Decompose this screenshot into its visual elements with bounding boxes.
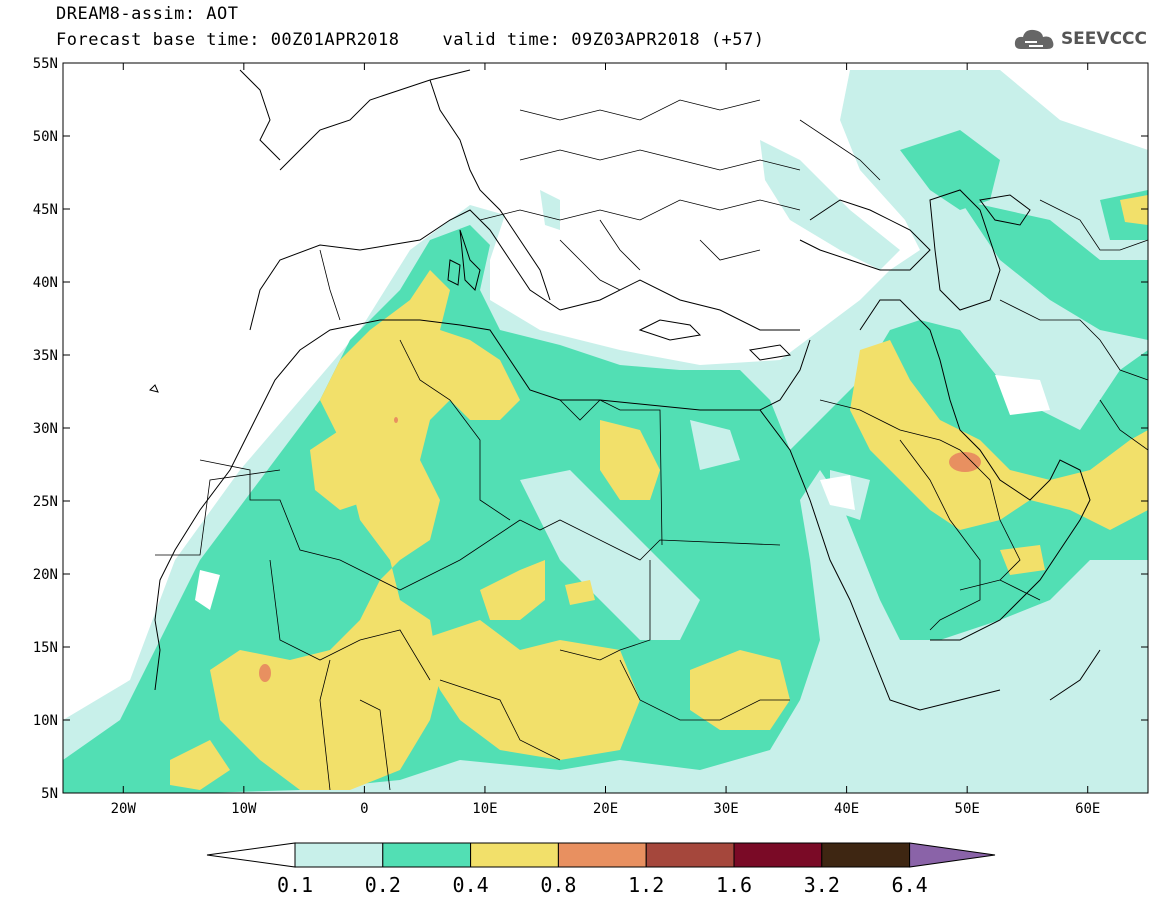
colorbar-segment (294, 842, 384, 868)
lon-tick-label: 30E (713, 801, 738, 817)
lat-tick-label: 55N (33, 56, 58, 72)
colorbar-label: 1.2 (628, 873, 664, 897)
colorbar-segment (645, 842, 735, 868)
coastlines (149, 69, 1101, 711)
longitude-axis: 20W 10W 0 10E 20E 30E 40E 50E 60E (111, 63, 1100, 817)
seevccc-logo: SEEVCCC (1013, 24, 1147, 54)
lon-tick-label: 50E (955, 801, 980, 817)
aot-clear (195, 375, 1050, 610)
lon-tick-label: 0 (360, 801, 368, 817)
forecast-time-line: Forecast base time: 00Z01APR2018 valid t… (56, 30, 765, 50)
lon-tick-label: 20W (111, 801, 137, 817)
colorbar-label: 3.2 (804, 873, 840, 897)
lat-tick-label: 25N (33, 494, 58, 510)
map-title: DREAM8-assim: AOT (56, 4, 239, 24)
colorbar-upper-extension (909, 842, 996, 868)
aot-field (63, 63, 1148, 793)
country-borders (155, 99, 1148, 791)
colorbar-lower-extension (206, 842, 296, 868)
colorbar-label: 0.2 (365, 873, 401, 897)
lat-tick-label: 5N (41, 786, 58, 802)
cloud-icon (1014, 29, 1054, 49)
colorbar-segment (557, 842, 647, 868)
lat-tick-label: 40N (33, 275, 58, 291)
lat-tick-label: 50N (33, 129, 58, 145)
lat-tick-label: 20N (33, 567, 58, 583)
lat-tick-label: 30N (33, 421, 58, 437)
aot-level-0.8 (259, 417, 981, 682)
colorbar-label: 0.4 (453, 873, 489, 897)
lat-tick-label: 45N (33, 202, 58, 218)
colorbar: 0.1 0.2 0.4 0.8 1.2 1.6 3.2 6.4 (206, 842, 996, 897)
lat-tick-label: 35N (33, 348, 58, 364)
colorbar-label: 1.6 (716, 873, 752, 897)
colorbar-label: 6.4 (892, 873, 928, 897)
lon-tick-label: 60E (1075, 801, 1100, 817)
lat-tick-label: 15N (33, 640, 58, 656)
logo-text: SEEVCCC (1060, 29, 1147, 49)
aot-level-0.4 (170, 195, 1148, 790)
colorbar-segment (382, 842, 472, 868)
lon-tick-label: 10E (472, 801, 497, 817)
lat-tick-label: 10N (33, 713, 58, 729)
lon-tick-label: 10W (231, 801, 257, 817)
colorbar-segment (470, 842, 559, 868)
latitude-axis: 55N 50N 45N 40N 35N 30N 25N 20N 15N 10N 5N (33, 56, 1148, 802)
colorbar-label: 0.8 (540, 873, 576, 897)
lon-tick-label: 40E (834, 801, 859, 817)
lon-tick-label: 20E (593, 801, 618, 817)
colorbar-label: 0.1 (277, 873, 313, 897)
colorbar-segment (821, 842, 911, 868)
colorbar-segment (733, 842, 823, 868)
